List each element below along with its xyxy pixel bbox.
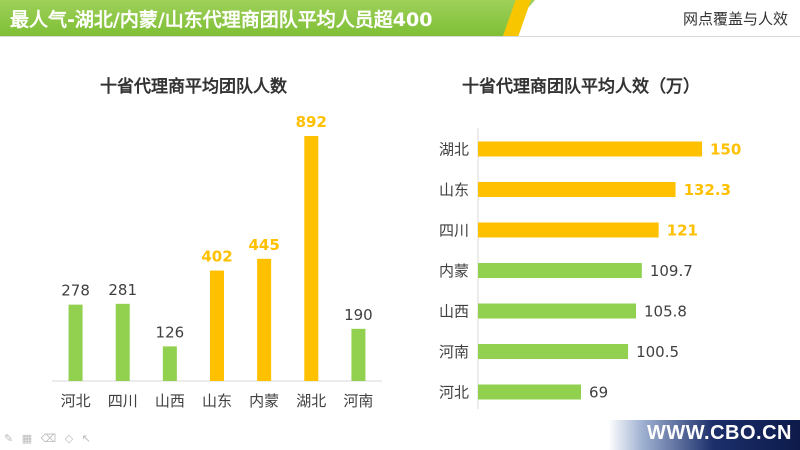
left-bar-value-1: 281 — [108, 281, 137, 299]
right-tick-label-0: 湖北 — [439, 141, 469, 159]
right-bar-1 — [478, 182, 676, 197]
left-tick-label-4: 内蒙 — [249, 392, 279, 410]
slide-toolbar: ✎ ▦ ⌫ ◇ ↖ — [4, 432, 96, 445]
right-bar-2 — [478, 222, 659, 238]
footer-bar — [608, 420, 800, 450]
section-label: 网点覆盖与人效 — [682, 10, 788, 28]
slide-title: 最人气-湖北/内蒙/山东代理商团队平均人员超400 — [10, 9, 433, 31]
right-bar-value-2: 121 — [667, 222, 698, 240]
pointer-icon[interactable]: ↖ — [81, 432, 91, 445]
header-divider — [0, 36, 800, 37]
shape-icon[interactable]: ◇ — [64, 432, 74, 445]
left-bar-3 — [210, 270, 224, 381]
footer-url: WWW.CBO.CN — [647, 422, 792, 444]
right-bar-5 — [478, 344, 629, 359]
right-bar-3 — [478, 263, 642, 278]
header-green-band — [0, 0, 535, 36]
left-bar-value-0: 278 — [61, 282, 90, 300]
right-bar-0 — [478, 141, 702, 157]
right-tick-label-5: 河南 — [439, 343, 469, 361]
left-tick-label-3: 山东 — [202, 392, 232, 410]
left-bar-value-4: 445 — [248, 236, 279, 254]
left-bar-5 — [304, 136, 319, 381]
header-bar: 最人气-湖北/内蒙/山东代理商团队平均人员超400 网点覆盖与人效 — [0, 0, 800, 36]
left-tick-label-2: 山西 — [155, 392, 185, 410]
left-bar-1 — [115, 303, 130, 381]
right-bar-6 — [478, 384, 582, 400]
right-bar-value-0: 150 — [710, 141, 741, 159]
right-tick-label-2: 四川 — [439, 222, 469, 240]
left-bar-value-5: 892 — [296, 113, 327, 131]
left-tick-label-6: 河南 — [343, 392, 373, 410]
right-bar-value-1: 132.3 — [684, 181, 731, 199]
right-bar-value-3: 109.7 — [650, 262, 693, 280]
right-bar-value-4: 105.8 — [644, 303, 687, 321]
right-bar-4 — [478, 303, 636, 319]
left-tick-label-0: 河北 — [61, 392, 91, 410]
right-chart-title: 十省代理商团队平均人效（万） — [462, 77, 700, 97]
right-tick-label-6: 河北 — [439, 384, 469, 402]
left-tick-label-5: 湖北 — [296, 392, 326, 410]
right-tick-label-1: 山东 — [439, 181, 469, 199]
right-tick-label-3: 内蒙 — [439, 262, 469, 280]
right-bar-value-5: 100.5 — [636, 343, 679, 361]
left-bar-4 — [257, 258, 272, 381]
left-bar-6 — [351, 328, 366, 381]
left-bar-0 — [68, 304, 83, 381]
eraser-icon[interactable]: ⌫ — [40, 432, 57, 445]
right-bar-value-6: 69 — [589, 384, 608, 402]
grid-icon[interactable]: ▦ — [21, 432, 33, 445]
left-bar-value-3: 402 — [201, 248, 232, 266]
right-tick-label-4: 山西 — [439, 303, 469, 321]
left-bar-value-6: 190 — [344, 306, 373, 324]
left-bar-value-2: 126 — [156, 323, 185, 341]
left-tick-label-1: 四川 — [108, 392, 138, 410]
pen-icon[interactable]: ✎ — [4, 432, 14, 445]
left-bar-2 — [162, 346, 177, 381]
left-chart-title: 十省代理商平均团队人数 — [100, 77, 287, 97]
